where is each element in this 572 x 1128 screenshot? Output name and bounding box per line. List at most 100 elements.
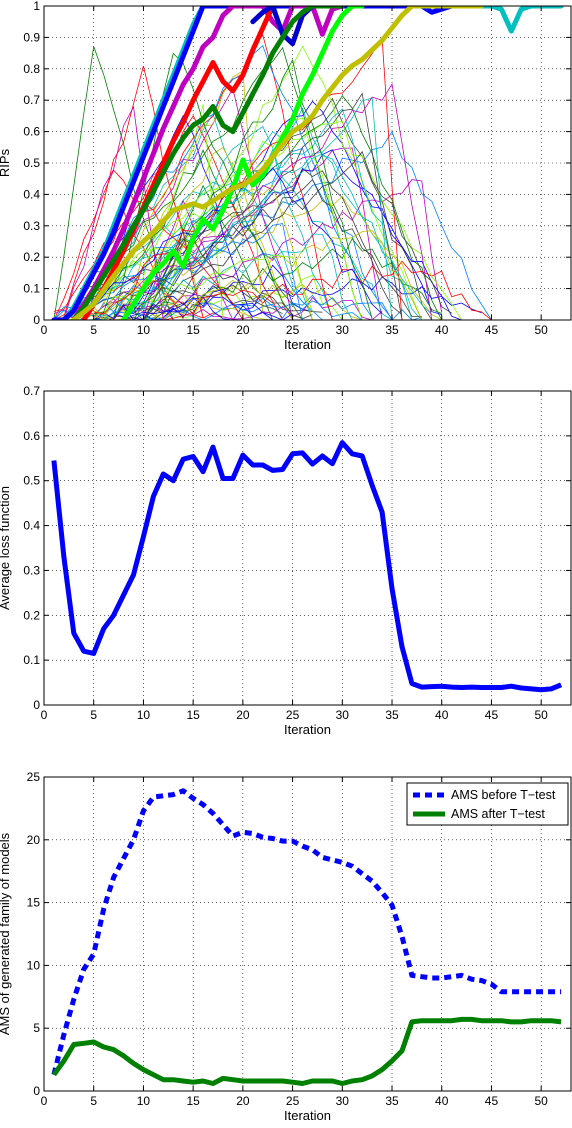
background-trajectory-line xyxy=(143,228,283,320)
y-tick-label: 20 xyxy=(27,833,41,847)
panel-ams: 0 5 10 15 20 25 30 35 40 45 500510152025IterationA… xyxy=(0,770,572,1123)
background-trajectory-line xyxy=(133,237,442,320)
panel-rips: 0 5 10 15 20 25 30 35 40 45 50 0 0.1 0.2 0.3 0.4 0.5 0.6 0… xyxy=(0,0,572,352)
highlighted-series-line xyxy=(250,6,335,47)
x-tick-label: 20 xyxy=(236,708,250,722)
background-trajectory-line xyxy=(63,65,204,318)
x-tick-label: 40 xyxy=(435,708,449,722)
highlighted-series-line xyxy=(71,6,345,320)
background-trajectory-line xyxy=(123,288,293,320)
x-tick-label: 10 xyxy=(137,1094,151,1108)
x-tick-label: 45 xyxy=(485,1094,499,1108)
axes-frame xyxy=(43,776,572,1092)
x-tick-label: 0 xyxy=(41,708,48,722)
x-tick-label: 35 xyxy=(385,1094,399,1108)
background-trajectory-line xyxy=(143,230,423,320)
background-trajectory-line xyxy=(83,233,353,320)
background-trajectory-line xyxy=(123,153,433,317)
x-tick-label: 10 xyxy=(137,323,151,337)
legend-label: AMS after T−test xyxy=(451,807,545,821)
background-trajectory-line xyxy=(73,147,383,320)
y-tick-label: 0.6 xyxy=(23,125,40,139)
series-line xyxy=(51,440,563,693)
y-tick-label: 0.1 xyxy=(23,282,40,296)
x-tick-label: 50 xyxy=(534,1094,548,1108)
y-tick-label: 0.4 xyxy=(23,187,40,201)
x-tick-label: 35 xyxy=(385,708,399,722)
x-axis-label: Iteration xyxy=(284,337,331,352)
y-axis-label: RIPs xyxy=(0,148,12,177)
panel-average-loss: 0 5 10 15 20 25 30 35 40 45 50 0 0.1 0.2 0.3 0.4 0.5 0.6 0… xyxy=(0,384,572,737)
x-tick-label: 5 xyxy=(90,323,97,337)
background-trajectory-line xyxy=(53,284,373,320)
highlighted-series-line xyxy=(81,6,276,320)
y-tick-label: 25 xyxy=(27,770,41,784)
highlighted-series-line xyxy=(71,6,345,320)
x-tick-label: 20 xyxy=(236,1094,250,1108)
x-tick-label: 15 xyxy=(186,708,200,722)
y-tick-label: 0.4 xyxy=(23,519,40,533)
y-axis-label: AMS of generated family of models xyxy=(0,832,12,1035)
y-tick-label: 0 xyxy=(33,1084,40,1098)
background-trajectory-line xyxy=(53,294,363,320)
highlighted-series-line xyxy=(71,6,484,320)
y-tick-label: 15 xyxy=(27,896,41,910)
background-trajectory-line xyxy=(143,45,423,320)
y-tick-label: 0.3 xyxy=(23,219,40,233)
x-tick-label: 15 xyxy=(186,323,200,337)
y-tick-label: 0.6 xyxy=(23,429,40,443)
x-tick-label: 45 xyxy=(485,323,499,337)
series-line xyxy=(51,788,562,1076)
legend-label: AMS before T−test xyxy=(451,788,556,802)
plot-area xyxy=(44,391,571,705)
y-tick-label: 0.7 xyxy=(23,93,40,107)
axes-frame xyxy=(43,390,572,706)
y-tick-label: 0.2 xyxy=(23,608,40,622)
x-tick-label: 30 xyxy=(336,1094,350,1108)
background-trajectory-line xyxy=(113,276,482,320)
x-tick-label: 5 xyxy=(90,1094,97,1108)
y-tick-label: 10 xyxy=(27,958,41,972)
background-trajectory-line xyxy=(113,52,293,319)
x-tick-label: 40 xyxy=(435,1094,449,1108)
x-tick-label: 25 xyxy=(286,1094,300,1108)
y-tick-label: 1 xyxy=(33,0,40,13)
y-tick-label: 0.2 xyxy=(23,250,40,264)
x-tick-label: 25 xyxy=(286,708,300,722)
y-tick-label: 0.7 xyxy=(23,384,40,398)
background-trajectory-line xyxy=(143,150,452,320)
y-tick-label: 0 xyxy=(33,698,40,712)
x-tick-label: 50 xyxy=(534,323,548,337)
x-tick-label: 30 xyxy=(336,708,350,722)
background-trajectory-line xyxy=(73,117,363,320)
x-axis-label: Iteration xyxy=(284,722,331,737)
background-trajectory-line xyxy=(113,82,433,320)
x-tick-label: 20 xyxy=(236,323,250,337)
background-trajectory-line xyxy=(63,254,313,320)
y-tick-label: 0.3 xyxy=(23,563,40,577)
y-tick-label: 0.5 xyxy=(23,474,40,488)
y-axis-label: Average loss function xyxy=(0,486,12,610)
x-tick-label: 50 xyxy=(534,708,548,722)
y-tick-label: 0.1 xyxy=(23,653,40,667)
background-trajectory-line xyxy=(123,149,462,320)
x-axis-label: Iteration xyxy=(284,1108,331,1123)
background-trajectory-line xyxy=(103,130,492,320)
x-tick-label: 35 xyxy=(385,323,399,337)
x-tick-label: 30 xyxy=(336,323,350,337)
x-tick-label: 45 xyxy=(485,708,499,722)
y-tick-label: 0.8 xyxy=(23,62,40,76)
series-line xyxy=(51,1016,562,1086)
y-tick-label: 0.5 xyxy=(23,156,40,170)
x-tick-label: 40 xyxy=(435,323,449,337)
grid xyxy=(43,776,571,1092)
x-tick-label: 10 xyxy=(137,708,151,722)
y-tick-label: 0.9 xyxy=(23,30,40,44)
x-tick-label: 5 xyxy=(90,708,97,722)
background-trajectory-line xyxy=(123,104,224,318)
legend: AMS before T−test AMS after T−test xyxy=(406,782,569,826)
data-layer xyxy=(51,440,563,693)
y-tick-label: 0 xyxy=(33,313,40,327)
y-tick-label: 5 xyxy=(33,1021,40,1035)
background-trajectory-line xyxy=(133,58,373,320)
